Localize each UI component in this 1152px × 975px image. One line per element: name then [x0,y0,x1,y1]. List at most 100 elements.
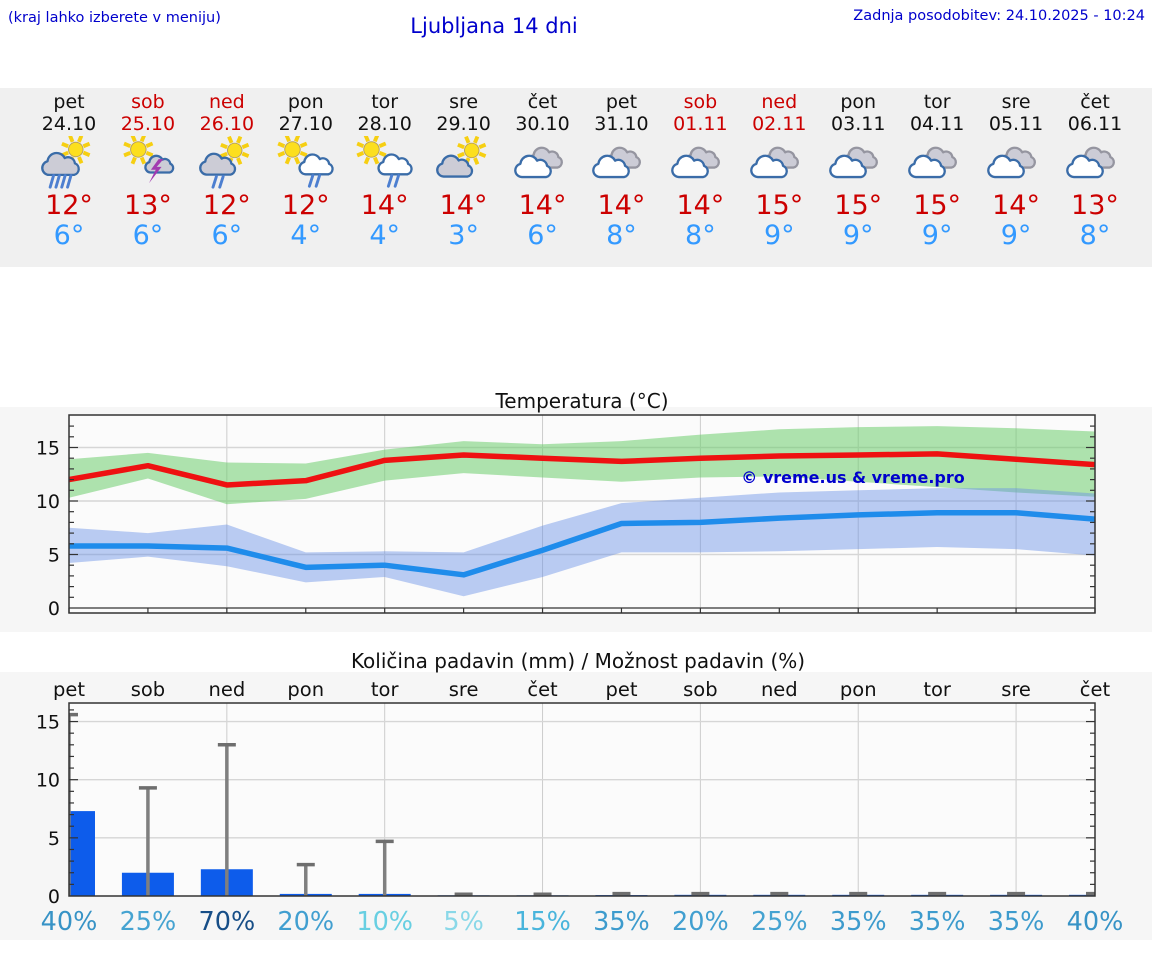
temp-max: 13° [123,190,172,221]
day-date: 24.10 [41,113,97,135]
day-column: pon 27.10 12° 4° [266,92,346,250]
location-menu-hint: (kraj lahko izberete v meniju) [8,10,221,26]
last-update-label: Zadnja posodobitev: 24.10.2025 - 10:24 [853,8,1145,24]
day-name: pon [287,91,324,113]
day-date: 02.11 [752,113,807,135]
day-date: 29.10 [436,113,491,135]
day-name: sre [1001,91,1031,113]
page-title: Ljubljana 14 dni [410,14,578,38]
temp-ytick-label: 10 [36,491,60,513]
precip-probability-label: 35% [909,907,966,937]
precip-probability-label: 15% [514,907,571,937]
weather-icon-slot [739,136,819,190]
precipitation-chart: Količina padavin (mm) / Možnost padavin … [0,649,1152,940]
precip-ytick-label: 5 [48,828,60,850]
day-name: ned [761,91,798,113]
day-date: 01.11 [673,113,728,135]
min-temperature-line [69,510,1095,578]
weather-icon-slot [818,136,898,190]
precip-ytick-label: 10 [36,770,60,792]
forecast-day-strip: pet 24.10 12° 6° sob 25.10 13° 6° ned 26.10 12° 6° p… [0,88,1152,267]
temp-min: 9° [763,220,795,251]
temp-max: 14° [676,190,725,221]
temp-max: 14° [518,190,567,221]
temp-min: 9° [921,220,953,251]
day-name: tor [923,91,951,113]
max-range-band [69,426,1095,505]
precip-ytick-label: 15 [36,712,60,734]
clouds-icon [908,146,958,179]
day-column: sob 01.11 14° 8° [660,92,740,250]
temp-max: 12° [45,190,93,221]
precip-day-label: sob [131,678,165,701]
precip-probability-label: 35% [593,907,650,937]
day-name: pet [53,91,85,113]
temp-min: 8° [1079,220,1111,251]
day-name: ned [208,91,245,113]
clouds-icon [513,146,563,179]
weather-icon-slot [1055,136,1135,190]
day-date: 30.10 [515,113,570,135]
precip-day-label: tor [371,678,400,701]
temp-min: 6° [132,220,164,251]
weather-icon-slot [108,134,188,190]
weather-icon-slot [266,134,346,190]
precip-probability-label: 10% [356,907,413,937]
temp-max: 12° [281,190,330,221]
day-column: tor 04.11 15° 9° [897,92,977,250]
temp-max: 14° [360,190,409,221]
precip-day-label: sob [683,678,717,701]
day-name: pet [605,91,638,113]
day-date: 31.10 [594,113,649,135]
weather-icon-slot [503,136,583,190]
temperature-chart: Temperatura (°C) 0 5 10 15 © vreme.us & vreme… [0,389,1152,632]
precip-day-label: sre [1001,678,1031,701]
temp-max: 15° [834,190,883,221]
temp-ytick-label: 5 [48,545,60,567]
precip-day-label: pet [605,678,637,701]
temp-min: 6° [211,220,243,251]
day-column: čet 06.11 13° 8° [1055,92,1135,250]
temp-max: 12° [202,190,251,221]
temp-max: 15° [913,190,962,221]
temp-ytick-label: 0 [48,598,60,620]
precip-day-label: pon [287,678,324,701]
day-column: čet 30.10 14° 6° [503,92,583,250]
day-column: pet 31.10 14° 8° [581,92,661,250]
day-date: 25.10 [120,113,176,135]
day-name: tor [371,91,399,113]
precip-probability-label: 25% [751,907,808,937]
temp-min: 9° [1000,220,1032,251]
sun-storm-icon [123,134,175,184]
temp-max: 14° [992,190,1040,221]
day-name: sob [683,91,718,113]
day-date: 27.10 [278,113,333,135]
precip-probability-label: 35% [830,907,887,937]
day-name: čet [527,91,558,113]
precip-probability-label: 70% [199,907,256,937]
temp-min: 4° [369,220,401,251]
temperature-chart-title: Temperatura (°C) [494,389,668,413]
day-column: sob 25.10 13° 6° [108,92,188,251]
weather-icon-slot [424,135,504,190]
temp-min: 9° [842,220,874,251]
clouds-icon [750,146,800,179]
day-column: pet 24.10 12° 6° [29,92,109,250]
clouds-icon [987,146,1037,179]
precip-probability-label: 5% [443,907,483,937]
weather-icon-slot [345,134,425,190]
precip-probability-label: 20% [672,907,729,937]
precip-probability-label: 35% [988,907,1045,937]
precip-day-label: čet [1080,678,1111,701]
temp-max: 14° [597,190,646,221]
weather-icon-slot [29,134,109,190]
precip-probability-label: 20% [277,907,334,937]
temp-min: 4° [290,220,322,251]
precip-bar [69,811,95,896]
temp-min: 6° [527,220,558,251]
temp-max: 14° [439,190,488,221]
watermark: © vreme.us & vreme.pro [741,468,964,487]
clouds-icon [829,146,879,179]
precip-day-label: tor [923,678,952,701]
temp-max: 13° [1071,190,1119,221]
